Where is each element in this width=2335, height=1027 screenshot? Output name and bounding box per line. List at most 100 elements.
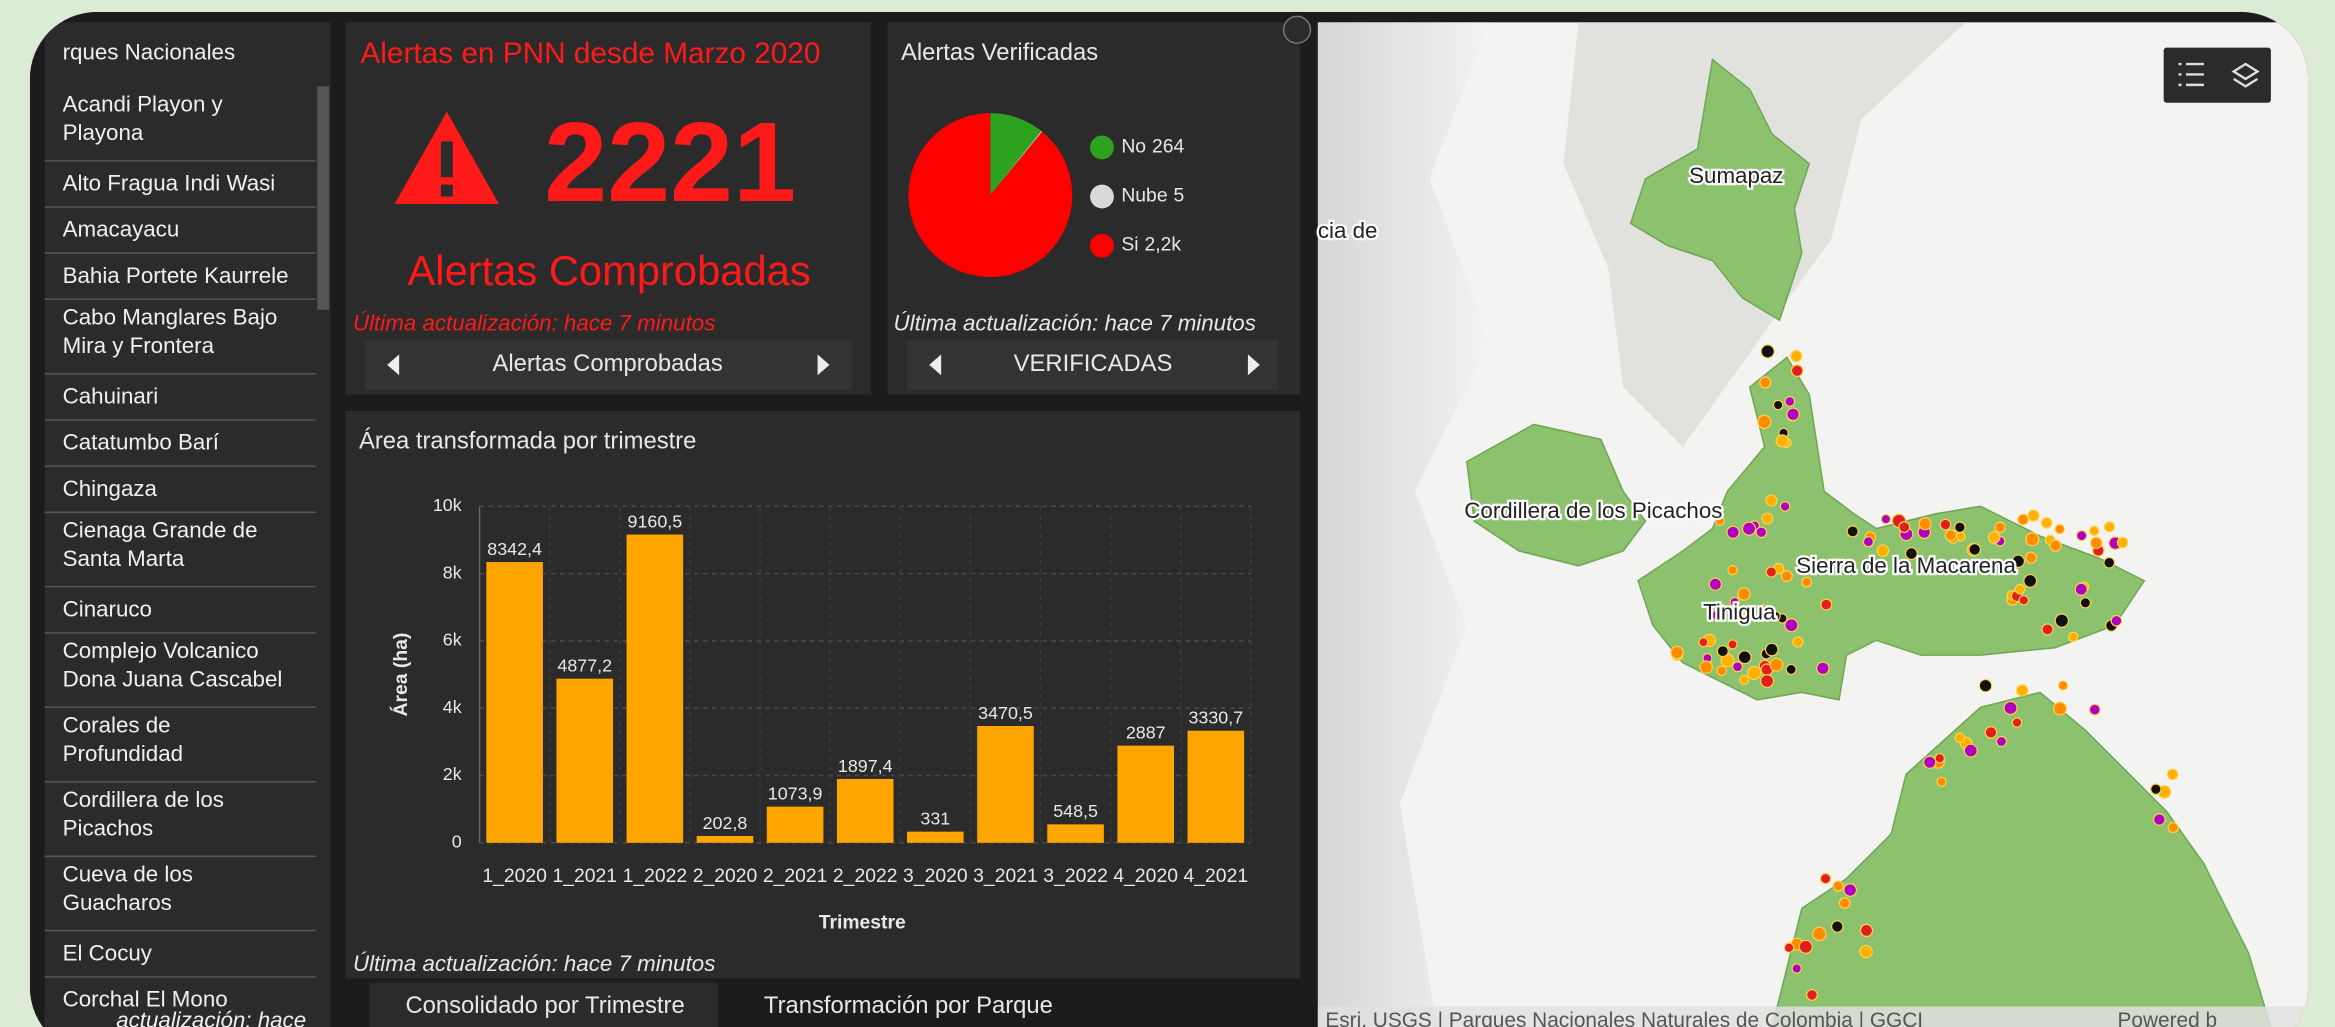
x-tick-label: 1_2022: [623, 865, 688, 887]
alert-point: [1945, 530, 1956, 541]
alert-point: [1785, 619, 1798, 632]
alert-point: [1728, 566, 1737, 575]
alert-point: [1785, 397, 1795, 407]
alert-point: [1937, 777, 1946, 786]
y-tick-label: 8k: [443, 562, 462, 582]
y-tick-label: 10k: [433, 495, 462, 515]
sidebar-item-label[interactable]: Bahia Portete Kaurrele: [63, 263, 289, 288]
sidebar-item-label[interactable]: Playona: [63, 120, 144, 145]
sidebar: rques Nacionales Acandi Playon yPlayonaA…: [45, 22, 331, 1027]
sidebar-item-label[interactable]: Profundidad: [63, 741, 183, 766]
alert-point: [1860, 924, 1872, 936]
alert-point: [2091, 537, 2102, 548]
sidebar-item-label[interactable]: Alto Fragua Indi Wasi: [63, 171, 276, 196]
bar-value-label: 4877,2: [557, 655, 612, 675]
sidebar-item-label[interactable]: Dona Juana Cascabel: [63, 666, 283, 691]
alert-point: [1791, 351, 1802, 362]
bar: [977, 726, 1034, 843]
alert-point: [2111, 615, 2122, 626]
alert-point: [1924, 756, 1936, 768]
bar-value-label: 3330,7: [1189, 708, 1244, 728]
alert-point: [1979, 680, 1991, 692]
sidebar-item-label[interactable]: Cabo Manglares Bajo: [63, 305, 278, 330]
sidebar-item-label[interactable]: Guacharos: [63, 890, 172, 915]
alert-point: [1786, 664, 1796, 674]
alert-point: [1761, 675, 1774, 688]
alert-point: [1899, 522, 1910, 533]
attribution: Esri, USGS | Parques Nacionales Naturale…: [1325, 1009, 1923, 1027]
sidebar-item-label[interactable]: Santa Marta: [63, 546, 185, 571]
x-tick-label: 1_2020: [482, 865, 547, 887]
sidebar-item-label[interactable]: Cienaga Grande de: [63, 517, 258, 542]
sidebar-item-label[interactable]: Cordillera de los: [63, 787, 224, 812]
pie-footnote: Última actualización: hace 7 minutos: [894, 311, 1256, 336]
sidebar-item-label[interactable]: Chingaza: [63, 476, 158, 501]
bar-value-label: 9160,5: [628, 511, 683, 531]
alert-point: [1860, 945, 1872, 957]
sidebar-item-label[interactable]: Catatumbo Barí: [63, 430, 220, 455]
alert-point: [1802, 577, 1812, 587]
alert-point: [1717, 646, 1728, 657]
alert-point: [2054, 702, 2067, 715]
alert-point: [1700, 661, 1712, 673]
bar-footnote: Última actualización: hace 7 minutos: [353, 951, 715, 976]
alert-point: [1743, 522, 1756, 535]
tab-label[interactable]: Transformación por Parque: [764, 992, 1053, 1019]
sidebar-item-label[interactable]: Corales de: [63, 713, 171, 738]
legend-name: Si: [1121, 234, 1138, 256]
sidebar-item-label[interactable]: El Cocuy: [63, 940, 153, 965]
alert-point: [1738, 651, 1751, 664]
legend-swatch: [1090, 136, 1114, 160]
pie-title: Alertas Verificadas: [901, 39, 1098, 66]
x-tick-label: 2_2021: [763, 865, 828, 887]
y-axis-title: Área (ha): [389, 633, 412, 717]
alert-point: [2089, 704, 2100, 715]
tab-label[interactable]: Consolidado por Trimestre: [405, 992, 684, 1019]
alert-point: [2075, 583, 2087, 595]
alert-point: [1955, 733, 1965, 743]
sidebar-item-label[interactable]: Picachos: [63, 815, 154, 840]
warning-icon-dot: [441, 185, 453, 197]
sidebar-item-label[interactable]: Cueva de los: [63, 861, 193, 886]
alert-point: [1781, 571, 1792, 582]
bar: [627, 535, 684, 843]
scrollbar[interactable]: [317, 86, 329, 309]
alert-point: [1792, 964, 1801, 973]
sidebar-item-label[interactable]: Cinaruco: [63, 596, 152, 621]
bar: [556, 679, 613, 843]
bar-title: Área transformada por trimestre: [359, 428, 696, 455]
sidebar-item-label[interactable]: Complejo Volcanico: [63, 638, 259, 663]
alert-point: [2059, 681, 2068, 690]
alert-point: [1748, 666, 1761, 679]
bar-value-label: 1073,9: [768, 783, 823, 803]
sidebar-item-label[interactable]: Acandi Playon y: [63, 92, 224, 117]
y-tick-label: 0: [452, 832, 462, 852]
legend-name: Nube: [1121, 185, 1167, 207]
alert-point: [1919, 518, 1931, 530]
legend-value: 264: [1152, 136, 1185, 158]
sidebar-item-label[interactable]: Amacayacu: [63, 217, 180, 242]
alerts-updated: Última actualización: hace 7 minutos: [353, 311, 715, 336]
alert-point: [1820, 874, 1830, 884]
alert-point: [1833, 881, 1843, 891]
alert-point: [1881, 515, 1890, 524]
expand-button[interactable]: [1284, 16, 1311, 43]
x-tick-label: 3_2022: [1043, 865, 1108, 887]
powered-by: Powered b: [2118, 1009, 2218, 1027]
sidebar-item-label[interactable]: Cahuinari: [63, 383, 159, 408]
alert-point: [1733, 662, 1743, 672]
alert-point: [1761, 345, 1774, 358]
alert-point: [2024, 575, 2037, 588]
bar: [837, 779, 894, 843]
alert-point: [1784, 943, 1793, 952]
legend-swatch: [1090, 234, 1114, 258]
alert-point: [2050, 540, 2061, 551]
map: Sumapaz cia de Cordillera de los Picacho…: [1318, 22, 2308, 1027]
sidebar-footer: actualización: hace: [116, 1007, 306, 1027]
x-tick-label: 4_2020: [1113, 865, 1178, 887]
sidebar-item-label[interactable]: Mira y Frontera: [63, 333, 215, 358]
alert-point: [2017, 685, 2028, 696]
x-axis-title: Trimestre: [819, 911, 906, 933]
alert-point: [1770, 658, 1783, 671]
